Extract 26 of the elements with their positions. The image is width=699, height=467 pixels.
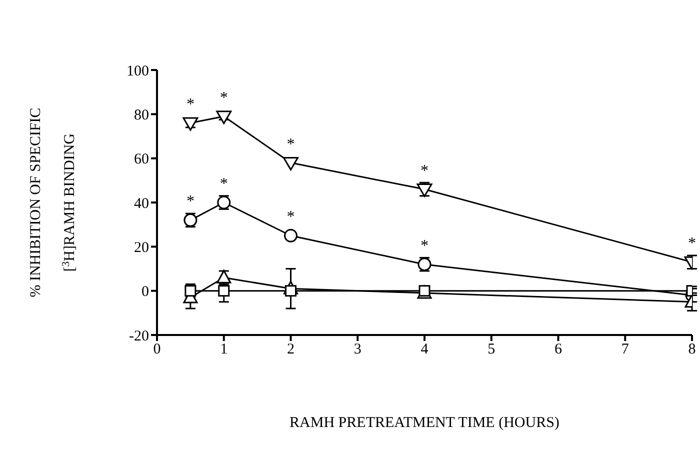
annotation: * — [220, 176, 228, 192]
x-tick-label: 5 — [488, 342, 496, 358]
annotation: * — [420, 162, 428, 180]
y-tick-label: 0 — [142, 284, 149, 300]
y-tick-label: 40 — [134, 196, 149, 212]
y-tick-label: -20 — [129, 328, 149, 344]
x-tick-label: 7 — [621, 342, 630, 358]
x-tick-label: 8 — [688, 342, 696, 358]
annotation: * — [688, 235, 696, 252]
x-tick-label: 1 — [220, 342, 228, 358]
x-tick-label: 6 — [554, 342, 562, 358]
annotation: * — [286, 136, 295, 153]
x-tick-label: 0 — [153, 342, 161, 358]
x-tick-label: 2 — [287, 342, 294, 358]
x-axis-title: RAMH PRETREATMENT TIME (HOURS) — [290, 415, 560, 431]
annotation: * — [186, 96, 194, 113]
x-tick-label: 4 — [420, 342, 429, 358]
y-tick-label: 80 — [134, 107, 149, 124]
y-tick-label: 60 — [134, 152, 149, 168]
annotation: * — [286, 208, 295, 226]
x-tick-label: 3 — [354, 342, 362, 358]
annotation: * — [420, 237, 428, 254]
y-tick-label: 20 — [134, 240, 149, 256]
annotation: * — [186, 193, 194, 210]
y-tick-label: 100 — [126, 63, 149, 80]
annotation: * — [220, 89, 228, 106]
